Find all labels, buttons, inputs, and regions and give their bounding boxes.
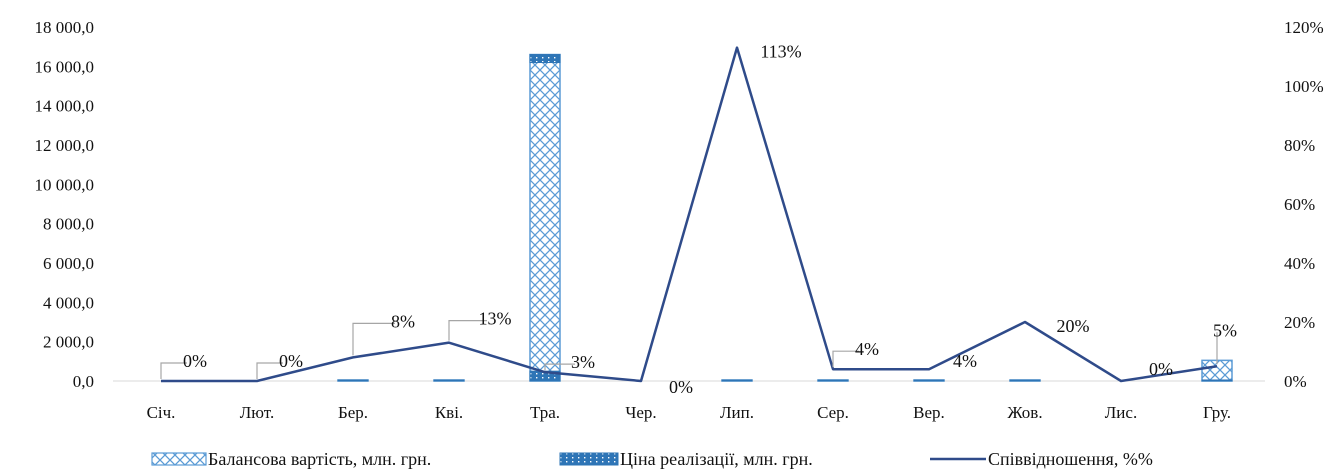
- x-tick-label: Бер.: [338, 403, 368, 422]
- bar-sale-price: [913, 379, 945, 382]
- label-leader-line: [544, 363, 575, 371]
- bar-sale-price: [337, 379, 369, 382]
- y-right-tick-label: 0%: [1284, 372, 1307, 391]
- x-tick-label: Тра.: [530, 403, 560, 422]
- y-right-tick-label: 120%: [1284, 18, 1324, 37]
- x-tick-label: Січ.: [147, 403, 176, 422]
- bar-sale-price: [433, 379, 465, 382]
- bar-balance-value: [529, 53, 561, 382]
- bar-sale-price: [817, 379, 849, 382]
- x-tick-label: Жов.: [1007, 403, 1042, 422]
- y-left-tick-label: 18 000,0: [35, 18, 95, 37]
- y-right-tick-label: 100%: [1284, 77, 1324, 96]
- y-left-tick-label: 6 000,0: [43, 254, 94, 273]
- ratio-data-label: 0%: [183, 351, 207, 371]
- bar-sale-price-cap: [529, 54, 561, 64]
- label-leader-line: [448, 320, 487, 341]
- line-series: [161, 46, 1218, 383]
- label-leader-line: [160, 362, 187, 379]
- ratio-data-label: 20%: [1057, 316, 1090, 336]
- y-left-tick-label: 12 000,0: [35, 136, 95, 155]
- ratio-data-label: 13%: [479, 309, 512, 329]
- y-left-tick-label: 2 000,0: [43, 333, 94, 352]
- legend-swatch-balance: [151, 452, 207, 466]
- ratio-data-label: 0%: [1149, 359, 1173, 379]
- bar-sale-price: [1009, 379, 1041, 382]
- x-tick-label: Лип.: [720, 403, 754, 422]
- y-right-tick-label: 20%: [1284, 313, 1315, 332]
- ratio-data-label: 3%: [571, 352, 595, 372]
- ratio-data-label: 0%: [279, 351, 303, 371]
- y-left-tick-label: 4 000,0: [43, 293, 94, 312]
- y-right-tick-label: 80%: [1284, 136, 1315, 155]
- label-leader-line: [832, 350, 859, 368]
- axes: 0,0 2 000,0 4 000,0 6 000,0 8 000,0 10 000,0 1…: [35, 18, 1324, 422]
- label-leader-line: [256, 362, 283, 379]
- ratio-data-label: 4%: [855, 339, 879, 359]
- ratio-line: [161, 46, 1218, 383]
- x-tick-label: Лют.: [240, 403, 274, 422]
- legend-label-balance: Балансова вартість, млн. грн.: [208, 449, 431, 469]
- legend-swatch-sale-price: [559, 452, 619, 466]
- x-tick-label: Лис.: [1105, 403, 1137, 422]
- legend-label-ratio: Співвідношення, %%: [988, 449, 1153, 469]
- label-leader-line: [352, 322, 395, 356]
- legend-label-sale-price: Ціна реалізації, млн. грн.: [620, 449, 813, 469]
- bars: [337, 53, 1233, 382]
- data-labels: 0% 0% 8% 13% 3% 0% 113% 4% 4% 20% 0% 5%: [160, 42, 1237, 397]
- y-left-tick-label: 10 000,0: [35, 175, 95, 194]
- y-left-tick-label: 14 000,0: [35, 97, 95, 116]
- x-tick-label: Кві.: [435, 403, 463, 422]
- bar-sale-price: [721, 379, 753, 382]
- x-tick-label: Чер.: [625, 403, 656, 422]
- legend: Балансова вартість, млн. грн. Ціна реаліз…: [151, 449, 1153, 469]
- y-left-tick-label: 16 000,0: [35, 57, 95, 76]
- y-left-tick-label: 8 000,0: [43, 215, 94, 234]
- ratio-data-label: 4%: [953, 351, 977, 371]
- y-right-tick-label: 40%: [1284, 254, 1315, 273]
- ratio-data-label: 5%: [1213, 320, 1237, 340]
- x-tick-label: Гру.: [1203, 403, 1231, 422]
- ratio-data-label: 8%: [391, 311, 415, 331]
- ratio-data-label: 113%: [760, 42, 801, 62]
- x-tick-label: Сер.: [817, 403, 849, 422]
- y-right-tick-label: 60%: [1284, 195, 1315, 214]
- ratio-data-label: 0%: [669, 377, 693, 397]
- bar-sale-price: [1201, 379, 1233, 382]
- x-tick-label: Вер.: [913, 403, 945, 422]
- y-left-tick-label: 0,0: [73, 372, 94, 391]
